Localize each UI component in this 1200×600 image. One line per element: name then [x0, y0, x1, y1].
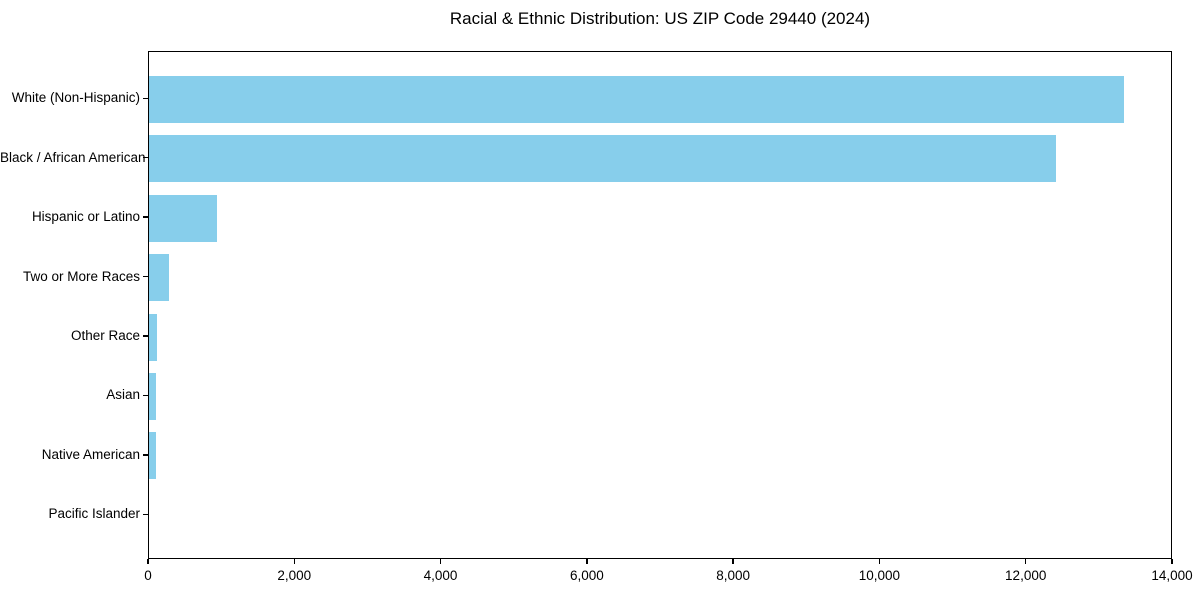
y-tick-mark: [143, 513, 148, 515]
x-tick-label: 8,000: [716, 568, 751, 583]
y-axis-label-asian: Asian: [106, 387, 140, 403]
bar-native-american: [149, 432, 157, 480]
x-tick-mark: [732, 559, 734, 564]
x-tick-label: 2,000: [277, 568, 312, 583]
bar-two-or-more-races: [149, 254, 170, 302]
bar-asian: [149, 372, 156, 420]
y-tick-mark: [143, 216, 148, 218]
y-axis-label-two-or-more-races: Two or More Races: [22, 268, 140, 284]
x-tick-label: 14,000: [1151, 568, 1193, 583]
chart-title: Racial & Ethnic Distribution: US ZIP Cod…: [449, 9, 871, 28]
x-tick-mark: [1171, 559, 1173, 564]
bar-other-race: [149, 313, 158, 361]
bar-black-african-american: [149, 135, 1056, 183]
bar-hispanic-or-latino: [149, 194, 217, 242]
y-tick-mark: [143, 454, 148, 456]
y-tick-mark: [143, 394, 148, 397]
y-axis-label-native-american: Native American: [41, 446, 140, 462]
x-tick-label: 0: [144, 568, 152, 583]
x-tick-label: 6,000: [569, 568, 604, 583]
x-tick-mark: [293, 559, 295, 564]
x-tick-mark: [439, 559, 442, 564]
x-tick-label: 12,000: [1005, 568, 1047, 583]
x-tick-mark: [1025, 559, 1027, 564]
y-tick-mark: [143, 157, 148, 159]
y-tick-mark: [143, 335, 148, 337]
plot-area: [148, 51, 1172, 559]
y-axis-label-pacific-islander: Pacific Islander: [48, 506, 140, 522]
y-axis-label-other-race: Other Race: [70, 328, 140, 344]
y-axis-label-hispanic-or-latino: Hispanic or Latino: [31, 209, 140, 225]
y-axis-label-black-african-american: Black / African American: [0, 149, 146, 165]
x-tick-mark: [878, 559, 881, 564]
x-tick-label: 10,000: [858, 568, 901, 583]
x-tick-label: 4,000: [423, 568, 458, 583]
y-tick-mark: [143, 275, 148, 278]
y-tick-mark: [143, 97, 148, 99]
x-tick-mark: [586, 559, 588, 564]
x-tick-mark: [147, 559, 149, 564]
y-axis-label-white-non-hispanic: White (Non-Hispanic): [11, 90, 140, 106]
bar-white-non-hispanic: [149, 75, 1124, 123]
